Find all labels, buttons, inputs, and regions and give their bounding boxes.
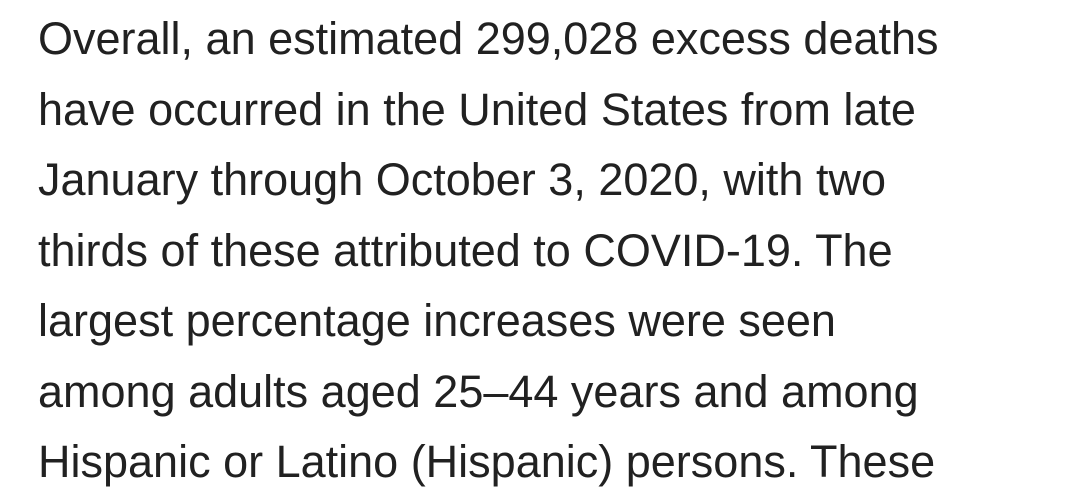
paragraph-line: Overall, an estimated 299,028 excess dea… xyxy=(38,13,939,64)
paragraph-line: among adults aged 25–44 years and among xyxy=(38,365,919,417)
paragraph-line: January through October 3, 2020, with tw… xyxy=(38,154,886,205)
paragraph-line: Hispanic or Latino (Hispanic) persons. T… xyxy=(38,436,936,487)
paragraph-line: have occurred in the United States from … xyxy=(38,83,916,135)
paragraph-line: thirds of these attributed to COVID-19. … xyxy=(38,224,893,276)
paragraph-line: largest percentage increases were seen xyxy=(38,295,836,346)
paragraph: Overall, an estimated 299,028 excess dea… xyxy=(38,4,1049,498)
